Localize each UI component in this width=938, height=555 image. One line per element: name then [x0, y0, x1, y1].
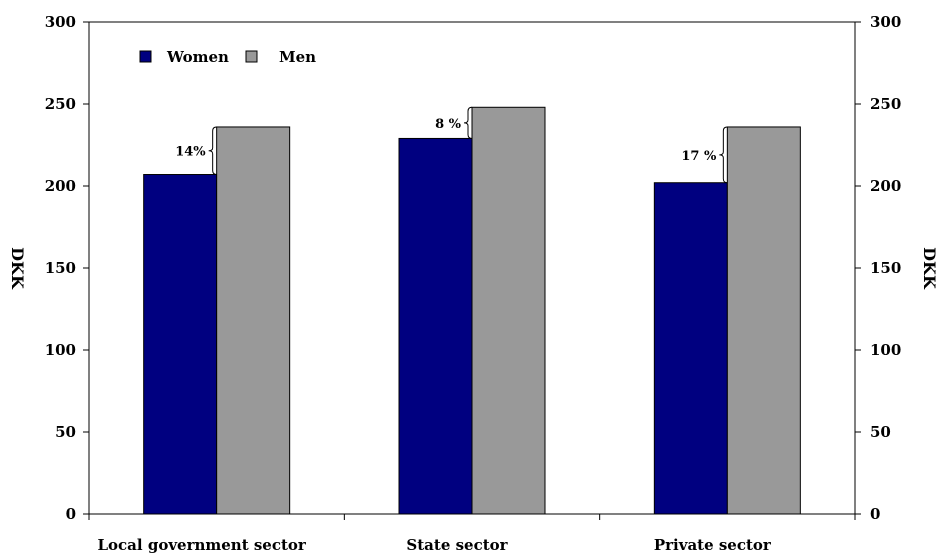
bars-group: [143, 106, 801, 515]
y-tick-label-right: 300: [870, 13, 901, 31]
gap-label: 14%: [175, 145, 206, 160]
y-tick-label-left: 300: [45, 13, 76, 31]
y-tick-label-right: 200: [870, 177, 901, 195]
bar-men: [726, 126, 801, 515]
gap-brace: [208, 126, 217, 176]
legend-swatch-women: [139, 50, 152, 63]
y-tick-label-right: 250: [870, 95, 901, 113]
legend-label-women: Women: [166, 48, 229, 66]
gap-brace: [719, 126, 728, 184]
y-tick-label-right: 50: [870, 423, 891, 441]
gap-label: 17 %: [681, 149, 717, 164]
y-tick-label-right: 150: [870, 259, 901, 277]
gap-annotations: 14% 8 % 17 %: [175, 106, 728, 184]
y-tick-label-left: 200: [45, 177, 76, 195]
bar-women: [653, 182, 728, 515]
gap-brace: [463, 106, 473, 139]
bar-men: [471, 106, 546, 515]
y-tick-label-right: 100: [870, 341, 901, 359]
y-tick-label-left: 250: [45, 95, 76, 113]
gap-label: 8 %: [435, 117, 462, 132]
legend-swatch-men: [245, 50, 258, 63]
x-category-label: Private sector: [654, 536, 772, 554]
axes-group: 0 0 50 50 100 100 150 150 200 200 250 250 300 300 Loca…: [45, 13, 902, 554]
bar-women: [398, 137, 473, 515]
bar-women: [143, 174, 218, 515]
y-axis-title-left: DKK: [8, 247, 27, 290]
y-tick-label-left: 50: [55, 423, 76, 441]
y-tick-label-left: 100: [45, 341, 76, 359]
legend-label-men: Men: [279, 48, 316, 66]
y-tick-label-left: 150: [45, 259, 76, 277]
legend: Women Men: [139, 48, 316, 66]
x-category-label: Local government sector: [98, 536, 307, 554]
bar-men: [216, 126, 291, 515]
x-category-label: State sector: [406, 536, 508, 554]
y-axis-title-right: DKK: [920, 247, 938, 290]
y-tick-label-left: 0: [66, 505, 76, 523]
y-tick-label-right: 0: [870, 505, 880, 523]
